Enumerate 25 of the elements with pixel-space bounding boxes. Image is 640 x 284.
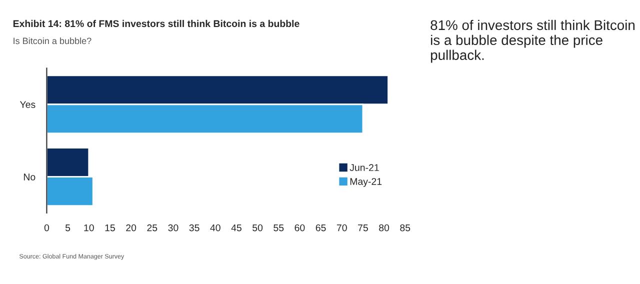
x-tick-label: 35 <box>189 224 200 232</box>
x-tick-label: 20 <box>126 224 136 232</box>
legend-label: Jun-21 <box>350 164 379 172</box>
y-tick-label: Yes <box>20 101 36 108</box>
x-tick-label: 45 <box>231 224 242 232</box>
x-tick-label: 80 <box>379 224 390 232</box>
chart-title: Exhibit 14: 81% of FMS investors still think Bitcoin is a bubble <box>13 20 300 28</box>
x-tick-label: 65 <box>316 224 326 232</box>
x-tick-label: 5 <box>65 224 70 232</box>
x-tick-label: 60 <box>294 224 305 232</box>
x-tick-label: 30 <box>168 224 178 232</box>
x-tick-label: 40 <box>210 224 220 232</box>
x-tick-label: 0 <box>44 224 50 232</box>
legend-label: May-21 <box>350 178 382 187</box>
text: 81% of investors still think Bitcoin is a bubble despite the price pullback. <box>430 20 635 63</box>
chart-subtitle: Is Bitcoin a bubble? <box>14 37 92 44</box>
x-tick-label: 10 <box>84 224 94 232</box>
x-tick-label: 55 <box>274 224 284 232</box>
x-tick-label: 85 <box>400 224 410 232</box>
x-tick-label: 15 <box>105 224 115 232</box>
x-tick-label: 75 <box>358 224 368 232</box>
y-tick-label: No <box>24 174 36 180</box>
x-tick-label: 70 <box>336 224 347 232</box>
x-tick-label: 50 <box>252 224 263 232</box>
x-tick-label: 25 <box>147 224 158 232</box>
